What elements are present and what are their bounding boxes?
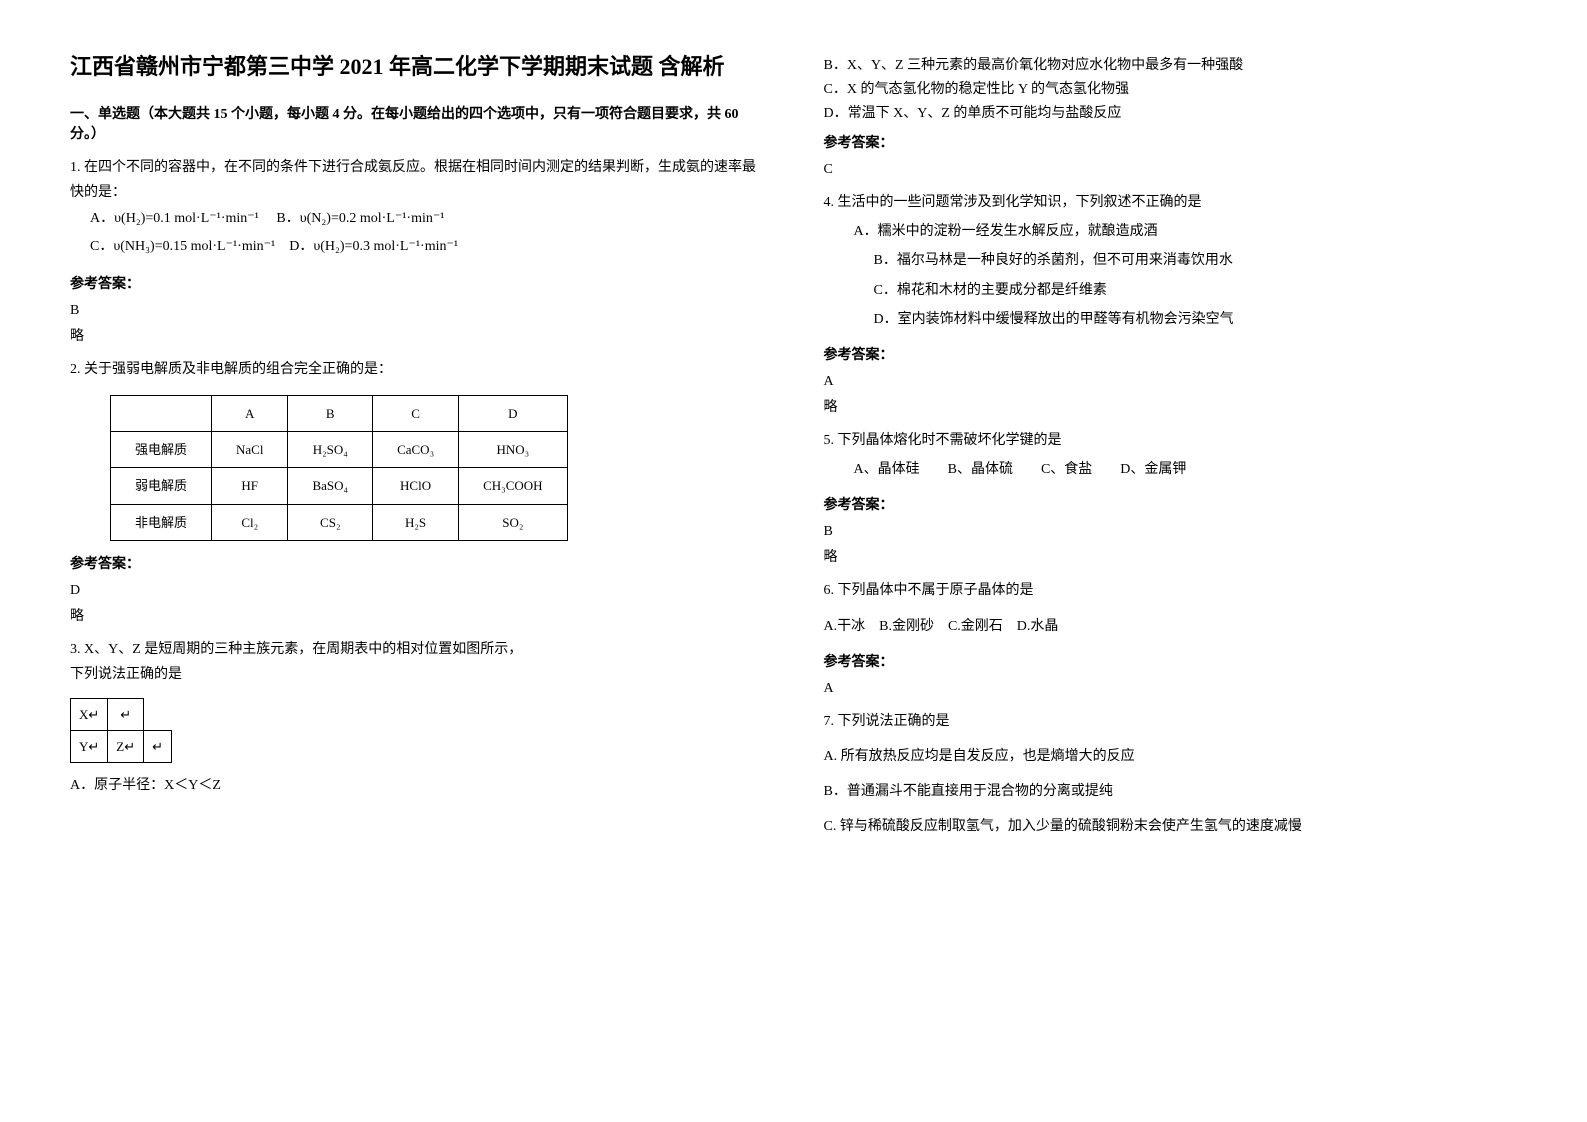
q3-option-d: D．常温下 X、Y、Z 的单质不可能均与盐酸反应 <box>824 102 1518 122</box>
q3-option-b: B．X、Y、Z 三种元素的最高价氧化物对应水化物中最多有一种强酸 <box>824 54 1518 74</box>
table-cell: 强电解质 <box>111 431 212 467</box>
table-row: 非电解质 Cl₂ CS₂ H₂S SO₂ <box>111 504 568 540</box>
q3-option-a: A．原子半径：X＜Y＜Z <box>70 773 764 798</box>
q3-answer: C <box>824 162 1518 178</box>
question-2-text: 2. 关于强弱电解质及非电解质的组合完全正确的是： <box>70 357 764 382</box>
table-cell: SO₂ <box>459 504 567 540</box>
table-cell: H₂S <box>373 504 459 540</box>
left-column: 江西省赣州市宁都第三中学 2021 年高二化学下学期期末试题 含解析 一、单选题… <box>40 50 794 1072</box>
q4-option-a: A．糯米中的淀粉一经发生水解反应，就酿造成酒 <box>854 219 1518 244</box>
table-cell: Cl₂ <box>212 504 288 540</box>
question-6-text: 6. 下列晶体中不属于原子晶体的是 <box>824 578 1518 603</box>
q6-answer-label: 参考答案： <box>824 651 1518 671</box>
table-cell: HF <box>212 468 288 504</box>
q4-option-b: B．福尔马林是一种良好的杀菌剂，但不可用来消毒饮用水 <box>874 248 1518 273</box>
q2-answer-label: 参考答案： <box>70 553 764 573</box>
periodic-cell: X↵ <box>71 698 108 730</box>
table-cell: C <box>373 395 459 431</box>
q7-option-b: B．普通漏斗不能直接用于混合物的分离或提纯 <box>824 779 1518 804</box>
table-cell: 非电解质 <box>111 504 212 540</box>
q4-option-d: D．室内装饰材料中缓慢释放出的甲醛等有机物会污染空气 <box>874 307 1518 332</box>
section-header: 一、单选题（本大题共 15 个小题，每小题 4 分。在每小题给出的四个选项中，只… <box>70 103 764 143</box>
table-cell: H₂SO₄ <box>288 431 373 467</box>
q1-answer-label: 参考答案： <box>70 273 764 293</box>
table-cell <box>111 395 212 431</box>
q3-option-c: C．X 的气态氢化物的稳定性比 Y 的气态氢化物强 <box>824 78 1518 98</box>
question-3-text2: 下列说法正确的是 <box>70 662 764 687</box>
question-6: 6. 下列晶体中不属于原子晶体的是 A.干冰 B.金刚砂 C.金刚石 D.水晶 <box>824 578 1518 638</box>
q5-note: 略 <box>824 546 1518 566</box>
table-row: 强电解质 NaCl H₂SO₄ CaCO₃ HNO₃ <box>111 431 568 467</box>
question-4: 4. 生活中的一些问题常涉及到化学知识，下列叙述不正确的是 A．糯米中的淀粉一经… <box>824 190 1518 332</box>
table-cell: B <box>288 395 373 431</box>
question-2: 2. 关于强弱电解质及非电解质的组合完全正确的是： A B C D 强电解质 N… <box>70 357 764 541</box>
question-7-text: 7. 下列说法正确的是 <box>824 709 1518 734</box>
table-cell: CaCO₃ <box>373 431 459 467</box>
question-5: 5. 下列晶体熔化时不需破坏化学键的是 A、晶体硅 B、晶体硫 C、食盐 D、金… <box>824 428 1518 482</box>
q6-options: A.干冰 B.金刚砂 C.金刚石 D.水晶 <box>824 614 1518 639</box>
q4-option-c: C．棉花和木材的主要成分都是纤维素 <box>874 278 1518 303</box>
question-7: 7. 下列说法正确的是 A. 所有放热反应均是自发反应，也是熵增大的反应 B．普… <box>824 709 1518 840</box>
periodic-position-table: X↵ ↵ Y↵ Z↵ ↵ <box>70 698 172 764</box>
q2-note: 略 <box>70 605 764 625</box>
q1-option-d: D．υ(H₂)=0.3 mol·L⁻¹·min⁻¹ <box>289 239 458 254</box>
q5-options: A、晶体硅 B、晶体硫 C、食盐 D、金属钾 <box>854 457 1518 482</box>
table-cell: HNO₃ <box>459 431 567 467</box>
table-row: A B C D <box>111 395 568 431</box>
table-cell: HClO <box>373 468 459 504</box>
table-cell: CH₃COOH <box>459 468 567 504</box>
periodic-cell: Y↵ <box>71 730 108 762</box>
q4-answer: A <box>824 374 1518 390</box>
question-1-options: A．υ(H₂)=0.1 mol·L⁻¹·min⁻¹ B．υ(N₂)=0.2 mo… <box>90 205 764 261</box>
q1-option-a: A．υ(H₂)=0.1 mol·L⁻¹·min⁻¹ <box>90 211 259 226</box>
q3-answer-label: 参考答案： <box>824 132 1518 152</box>
table-cell: CS₂ <box>288 504 373 540</box>
q7-option-a: A. 所有放热反应均是自发反应，也是熵增大的反应 <box>824 744 1518 769</box>
q1-note: 略 <box>70 325 764 345</box>
q2-table: A B C D 强电解质 NaCl H₂SO₄ CaCO₃ HNO₃ 弱电解质 … <box>110 395 568 542</box>
table-cell: A <box>212 395 288 431</box>
question-1: 1. 在四个不同的容器中，在不同的条件下进行合成氨反应。根据在相同时间内测定的结… <box>70 155 764 261</box>
question-4-text: 4. 生活中的一些问题常涉及到化学知识，下列叙述不正确的是 <box>824 190 1518 215</box>
q1-option-c: C．υ(NH₃)=0.15 mol·L⁻¹·min⁻¹ <box>90 239 275 254</box>
table-cell: NaCl <box>212 431 288 467</box>
q1-option-b: B．υ(N₂)=0.2 mol·L⁻¹·min⁻¹ <box>276 211 444 226</box>
table-cell: 弱电解质 <box>111 468 212 504</box>
question-3: 3. X、Y、Z 是短周期的三种主族元素，在周期表中的相对位置如图所示， 下列说… <box>70 637 764 798</box>
question-1-text: 1. 在四个不同的容器中，在不同的条件下进行合成氨反应。根据在相同时间内测定的结… <box>70 155 764 205</box>
periodic-cell: Z↵ <box>108 730 144 762</box>
q7-option-c: C. 锌与稀硫酸反应制取氢气，加入少量的硫酸铜粉末会使产生氢气的速度减慢 <box>824 814 1518 839</box>
table-row: 弱电解质 HF BaSO₄ HClO CH₃COOH <box>111 468 568 504</box>
question-5-text: 5. 下列晶体熔化时不需破坏化学键的是 <box>824 428 1518 453</box>
periodic-cell: ↵ <box>108 698 144 730</box>
document-title: 江西省赣州市宁都第三中学 2021 年高二化学下学期期末试题 含解析 <box>70 50 764 83</box>
q2-answer: D <box>70 583 764 599</box>
periodic-empty <box>144 698 172 730</box>
q5-answer-label: 参考答案： <box>824 494 1518 514</box>
periodic-cell: ↵ <box>144 730 172 762</box>
right-column: B．X、Y、Z 三种元素的最高价氧化物对应水化物中最多有一种强酸 C．X 的气态… <box>794 50 1548 1072</box>
q5-answer: B <box>824 524 1518 540</box>
q6-answer: A <box>824 681 1518 697</box>
table-cell: BaSO₄ <box>288 468 373 504</box>
table-cell: D <box>459 395 567 431</box>
q4-note: 略 <box>824 396 1518 416</box>
q1-answer: B <box>70 303 764 319</box>
question-3-text: 3. X、Y、Z 是短周期的三种主族元素，在周期表中的相对位置如图所示， <box>70 637 764 662</box>
q4-answer-label: 参考答案： <box>824 344 1518 364</box>
